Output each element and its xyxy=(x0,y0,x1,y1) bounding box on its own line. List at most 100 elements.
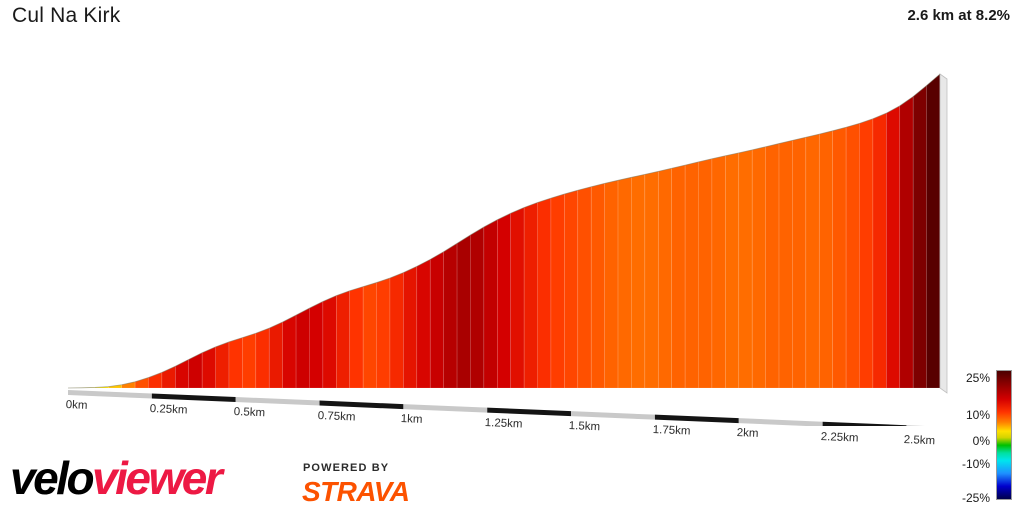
gradient-band xyxy=(550,193,565,389)
x-axis-tick-label: 1.75km xyxy=(652,423,691,438)
gradient-band xyxy=(644,171,659,389)
gradient-band xyxy=(403,265,418,389)
gradient-band xyxy=(564,189,579,389)
gradient-band xyxy=(832,126,847,389)
axis-ruler-segment xyxy=(738,418,823,426)
gradient-band xyxy=(201,346,216,389)
axis-ruler-segment xyxy=(571,411,655,420)
gradient-band xyxy=(349,286,364,389)
gradient-band xyxy=(268,321,283,389)
gradient-band xyxy=(389,272,404,389)
gradient-band xyxy=(336,290,351,389)
gradient-band xyxy=(376,277,391,389)
legend-label-10: 10% xyxy=(965,408,990,422)
gradient-band xyxy=(255,327,270,389)
profile-end-cap xyxy=(939,73,948,394)
gradient-band xyxy=(295,307,310,389)
gradient-band xyxy=(738,149,753,389)
x-axis-tick-label: 1km xyxy=(400,413,424,426)
axis-ruler-segment xyxy=(487,407,572,417)
axis-ruler-segment xyxy=(151,393,236,403)
gradient-band xyxy=(577,186,592,389)
axis-ruler-segment xyxy=(403,404,488,413)
gradient-band xyxy=(778,139,793,389)
x-axis-tick-label: 1.25km xyxy=(484,416,523,431)
gradient-band xyxy=(362,282,377,389)
gradient-band xyxy=(671,164,686,389)
x-axis-tick-label: 0.5km xyxy=(233,406,265,420)
gradient-band xyxy=(792,136,807,389)
gradient-band xyxy=(684,161,699,389)
axis-ruler-segment xyxy=(906,425,926,426)
climb-stats: 2.6 km at 8.2% xyxy=(907,7,1010,24)
distance-ruler-axis xyxy=(68,390,926,426)
gradient-color-bar xyxy=(996,370,1012,500)
gradient-band xyxy=(134,377,149,389)
legend-label-minus25: -25% xyxy=(961,491,990,505)
gradient-band xyxy=(537,197,552,389)
legend-label-0: 0% xyxy=(972,434,990,448)
axis-ruler-segment xyxy=(822,421,907,426)
x-axis-tick-label: 0.75km xyxy=(317,409,356,424)
gradient-band xyxy=(886,105,901,389)
veloviewer-logo[interactable]: veloviewer xyxy=(10,452,223,504)
gradient-band xyxy=(725,152,740,389)
logo-text-viewer: viewer xyxy=(92,452,223,504)
gradient-band xyxy=(429,251,444,389)
gradient-band xyxy=(604,179,619,389)
gradient-band xyxy=(215,341,230,389)
axis-ruler-segment xyxy=(654,414,739,424)
footer-branding: veloviewer POWERED BY STRAVA xyxy=(0,448,1024,512)
gradient-band xyxy=(818,130,833,389)
legend-label-minus10: -10% xyxy=(961,457,990,471)
x-axis-tick-label: 0.25km xyxy=(149,402,188,417)
x-axis-tick-label: 2km xyxy=(736,427,759,441)
gradient-band xyxy=(859,118,874,389)
gradient-band xyxy=(617,176,632,389)
axis-ruler-segment xyxy=(68,390,152,399)
axis-ruler-segment xyxy=(319,400,404,410)
gradient-band xyxy=(470,226,485,389)
gradient-band xyxy=(322,295,337,389)
gradient-band xyxy=(711,155,726,389)
gradient-band xyxy=(590,183,605,389)
gradient-band xyxy=(523,202,538,389)
profile-outline xyxy=(67,73,941,389)
x-axis-tick-label: 2.25km xyxy=(820,430,859,445)
elevation-profile-svg xyxy=(67,73,948,426)
gradient-band xyxy=(242,332,257,389)
gradient-band xyxy=(926,73,941,389)
gradient-band xyxy=(496,212,512,389)
gradient-band xyxy=(765,143,780,389)
gradient-band xyxy=(899,95,914,389)
x-axis-tick-label: 2.5km xyxy=(903,434,936,448)
strava-logo[interactable]: STRAVA xyxy=(302,476,410,507)
page-title: Cul Na Kirk xyxy=(12,4,121,27)
gradient-band xyxy=(872,112,887,389)
chart-header: Cul Na Kirk 2.6 km at 8.2% xyxy=(0,0,1024,36)
gradient-band xyxy=(309,301,324,389)
gradient-band xyxy=(631,173,646,389)
gradient-band xyxy=(845,122,860,389)
gradient-band xyxy=(657,167,672,389)
gradient-band xyxy=(416,258,431,389)
gradient-band xyxy=(510,207,525,389)
gradient-band xyxy=(443,242,458,389)
gradient-band xyxy=(175,358,190,389)
gradient-band xyxy=(228,337,243,389)
gradient-legend: 25% 10% 0% -10% -25% xyxy=(952,366,1024,506)
gradient-band xyxy=(121,381,136,389)
x-axis-tick-label: 0km xyxy=(65,399,88,412)
gradient-band xyxy=(751,146,766,389)
axis-ruler-segment xyxy=(235,397,320,406)
gradient-band xyxy=(805,133,820,389)
logo-text-velo: velo xyxy=(10,452,95,504)
gradient-band xyxy=(912,84,927,389)
x-axis-tick-label: 1.5km xyxy=(568,420,601,434)
gradient-band xyxy=(282,314,297,389)
powered-by-label: POWERED BY xyxy=(303,462,390,474)
elevation-profile-chart[interactable]: 0km 0.25km 0.5km 0.75km 1km 1.25km 1.5km 1.75km… xyxy=(0,36,950,448)
legend-label-25: 25% xyxy=(965,371,990,385)
gradient-band xyxy=(483,219,498,389)
gradient-band xyxy=(456,234,471,389)
